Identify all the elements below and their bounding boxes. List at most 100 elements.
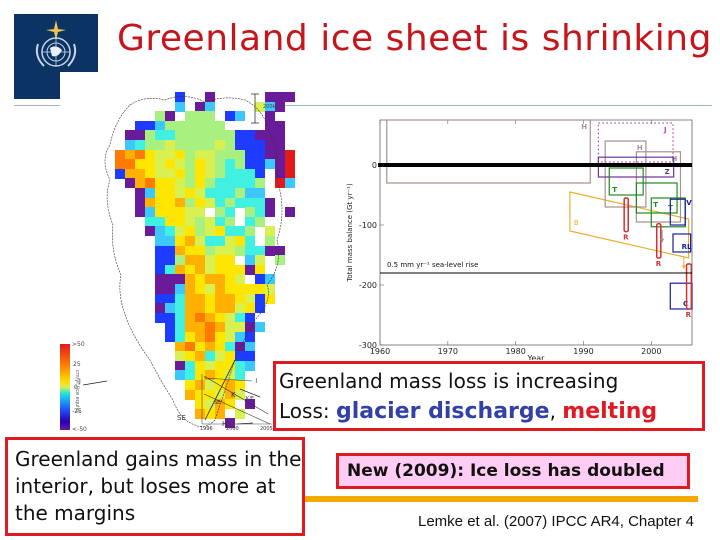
map-cell (245, 312, 255, 323)
map-cell (205, 236, 215, 246)
map-cell (205, 255, 215, 266)
map-cell (185, 322, 195, 333)
map-cell (245, 399, 255, 410)
map-cell (175, 120, 185, 131)
map-cell (245, 332, 255, 342)
map-cell (195, 293, 205, 304)
map-cell (185, 274, 195, 285)
map-cell (285, 168, 295, 179)
map-cell (245, 245, 255, 256)
map-cell (175, 351, 185, 362)
map-cell (155, 188, 165, 198)
map-cell (175, 178, 185, 189)
estimate-label: T (612, 186, 617, 194)
map-cell (195, 149, 205, 160)
interior-text: Greenland gains mass in the interior, bu… (15, 447, 302, 525)
map-cell (235, 284, 245, 294)
map-cell (205, 399, 215, 410)
map-cell (215, 341, 225, 352)
map-cell (215, 332, 225, 342)
map-cell (215, 264, 225, 275)
estimate-label: R (686, 311, 692, 319)
map-cell (205, 360, 215, 371)
map-cell (175, 197, 185, 208)
map-cell (275, 159, 285, 170)
map-cell (245, 293, 255, 304)
map-cell (215, 140, 225, 150)
map-cell (205, 284, 215, 294)
map-cell (195, 332, 205, 342)
map-cell (265, 274, 275, 285)
map-cell (235, 341, 245, 352)
estimate-box (685, 263, 693, 310)
map-cell (205, 226, 215, 237)
map-cell (235, 149, 245, 160)
map-cell (195, 380, 205, 390)
map-cell (175, 274, 185, 285)
colorbar-title: cm/yr (ice equiv) (74, 370, 80, 413)
map-cell (245, 341, 255, 352)
map-cell (215, 159, 225, 170)
map-cell (145, 159, 155, 170)
svg-text:SE: SE (214, 400, 220, 406)
map-cell (235, 370, 245, 381)
map-cell (135, 130, 145, 141)
map-cell (175, 312, 185, 323)
map-cell (245, 303, 255, 314)
map-cell (275, 140, 285, 150)
y-tick-label: -100 (359, 221, 377, 230)
map-cell (165, 312, 175, 323)
map-cell (185, 341, 195, 352)
accent-rule (305, 496, 698, 502)
map-cell (235, 188, 245, 198)
svg-text:B: B (574, 219, 579, 227)
map-cell (195, 111, 205, 122)
map-cell (205, 341, 215, 352)
map-cell (175, 255, 185, 266)
map-cell (175, 226, 185, 237)
estimate-box (597, 156, 675, 178)
map-cell (225, 380, 235, 390)
slide-title: Greenland ice sheet is shrinking (117, 18, 712, 59)
map-cell (195, 351, 205, 362)
x-axis-label: Year (527, 354, 546, 360)
map-cell (165, 130, 175, 141)
map-cell (195, 130, 205, 141)
map-cell (255, 284, 265, 294)
map-cell (225, 245, 235, 256)
map-cell (135, 188, 145, 198)
map-cell (185, 168, 195, 179)
map-cell (185, 120, 195, 131)
map-cell (275, 178, 285, 189)
colorbar-tick: <-50 (72, 426, 87, 433)
map-cell (235, 389, 245, 400)
map-cell (225, 293, 235, 304)
map-cell (145, 207, 155, 218)
map-cell (195, 322, 205, 333)
map-cell (195, 197, 205, 208)
map-cell (145, 120, 155, 131)
map-cell (225, 236, 235, 246)
greenland-mass-change-map: 200km J K H SE (55, 90, 300, 430)
map-cell (125, 130, 135, 141)
map-cell (185, 255, 195, 266)
map-cell (255, 140, 265, 150)
map-cell (205, 351, 215, 362)
map-cell (195, 236, 205, 246)
map-cell (185, 130, 195, 141)
map-cell (185, 360, 195, 371)
map-cell (225, 332, 235, 342)
map-cell (175, 92, 185, 102)
map-cell (215, 351, 225, 362)
map-cell (265, 197, 275, 208)
map-cell (195, 399, 205, 410)
map-cell (185, 332, 195, 342)
estimate-label: RL (682, 243, 692, 251)
map-cell (125, 178, 135, 189)
estimate-label: C (683, 300, 688, 308)
map-cell (165, 178, 175, 189)
estimate-label: V (686, 199, 692, 207)
map-cell (235, 264, 245, 275)
map-cell (155, 312, 165, 323)
map-cell (125, 149, 135, 160)
